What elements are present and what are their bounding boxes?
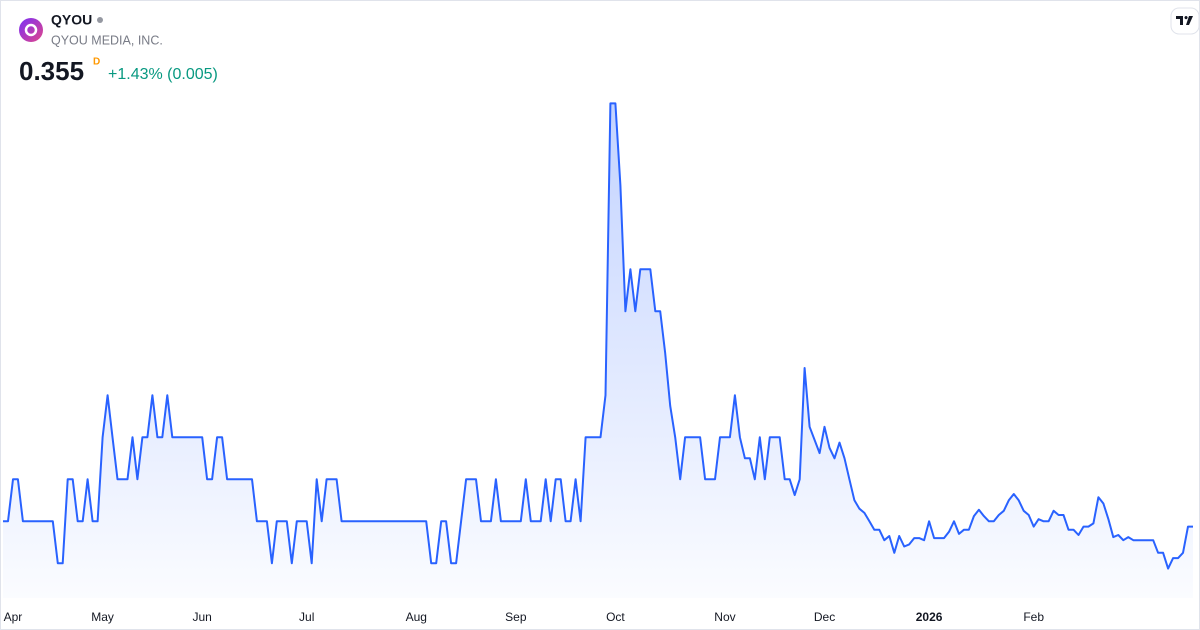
x-tick-label: Jun [192, 610, 211, 624]
logo-glyph [1176, 16, 1193, 25]
company-name: QYOU MEDIA, INC. [51, 33, 163, 47]
x-tick-label: 2026 [916, 610, 943, 624]
interval: D [93, 57, 100, 68]
x-tick-label: Jul [299, 610, 314, 624]
logo-mark [24, 23, 38, 37]
plot-area: Apr May Jun Jul Aug Sep Oct Nov Dec 2026 Feb [3, 102, 1193, 624]
x-tick-label: Oct [606, 610, 625, 624]
x-tick-label: Feb [1023, 610, 1044, 624]
x-tick-label: Sep [505, 610, 527, 624]
x-tick-label: Dec [814, 610, 835, 624]
x-tick-label: Aug [406, 610, 427, 624]
price-change: +1.43% (0.005) [108, 66, 218, 83]
tradingview-logo[interactable] [1170, 7, 1200, 35]
x-tick-label: Nov [714, 610, 735, 624]
symbol[interactable]: QYOU [51, 12, 92, 28]
price: 0.355 [19, 56, 84, 86]
x-tick-label: May [91, 610, 114, 624]
x-tick-label: Apr [4, 610, 23, 624]
logo [19, 18, 43, 42]
area-fill [3, 103, 1193, 599]
price-line [3, 102, 1193, 570]
status-dot [97, 17, 103, 23]
logo-button[interactable] [1170, 7, 1200, 35]
